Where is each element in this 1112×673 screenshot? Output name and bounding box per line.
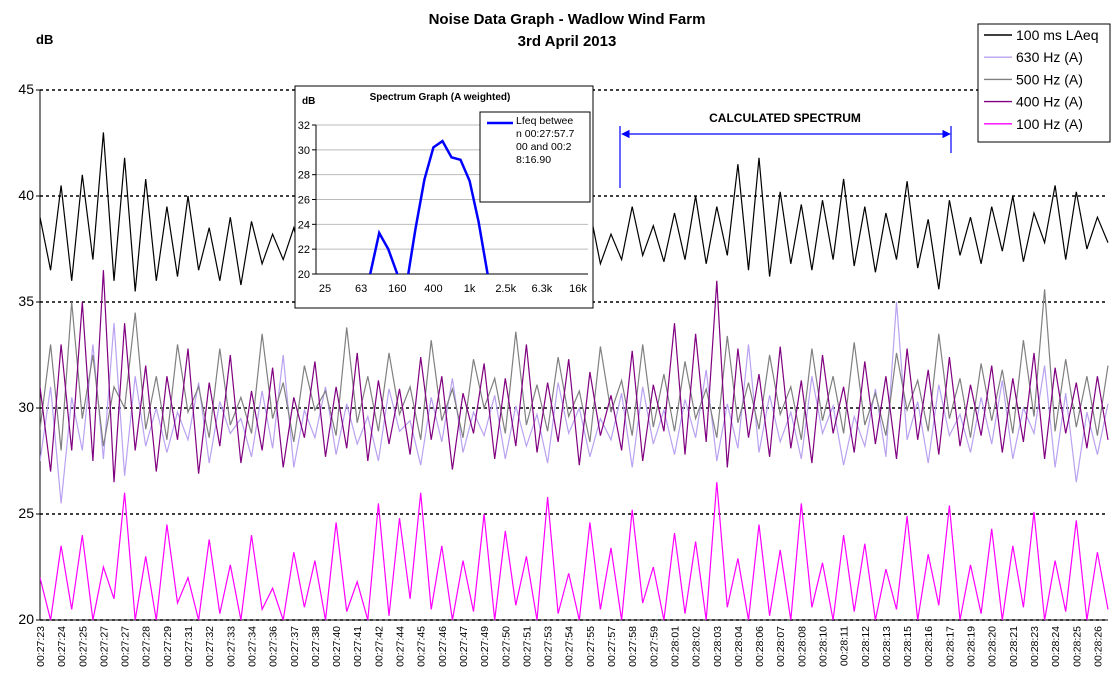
x-tick-label: 160 [388,283,406,295]
x-tick-label: 00:28:11 [839,626,851,666]
y-tick-label: 24 [298,219,310,231]
x-tick-label: 1k [464,283,476,295]
x-tick-label: 00:27:34 [246,626,258,667]
inset-legend-frame [479,111,591,203]
x-tick-label: 00:27:41 [352,626,364,667]
legend-label: 500 Hz (A) [1016,71,1083,87]
x-tick-label: 00:27:47 [458,626,470,667]
x-tick-label: 00:28:10 [817,626,829,667]
series-line [368,139,489,274]
x-tick-label: 00:27:23 [35,626,47,667]
x-tick-label: 00:28:07 [775,626,787,667]
legend-label: 400 Hz (A) [1016,94,1083,110]
x-tick-label: 00:28:01 [669,626,681,667]
series-line [40,482,1109,620]
x-tick-label: 00:28:17 [944,626,956,667]
y-tick-label: 20 [298,269,310,281]
y-tick-label: 20 [18,611,34,627]
x-tick-label: 00:28:15 [902,626,914,667]
y-tick-label: 22 [298,244,310,256]
x-tick-label: 00:28:02 [691,626,703,667]
legend-label: 630 Hz (A) [1016,49,1083,65]
x-tick-label: 00:28:21 [1008,626,1020,667]
x-tick-label: 00:27:32 [204,626,216,667]
x-tick-label: 00:27:49 [479,626,491,667]
legend-label: 100 ms LAeq [1016,27,1099,43]
x-tick-label: 00:27:58 [627,626,639,667]
x-tick-label: 00:28:12 [860,626,872,667]
x-tick-label: 00:27:51 [521,626,533,667]
x-tick-label: 00:27:53 [543,626,555,667]
annotation-text: CALCULATED SPECTRUM [709,111,861,125]
legend: 100 ms LAeq 630 Hz (A) 500 Hz (A) 400 Hz (A… [977,23,1111,143]
x-tick-label: 00:28:25 [1071,626,1083,667]
x-tick-label: 00:27:42 [373,626,385,667]
x-tick-label: 25 [319,283,331,295]
inset-chart: Spectrum Graph (A weighted) dB 20 22 24 26 2… [294,85,594,309]
x-tick-label: 00:27:31 [183,626,195,667]
x-tick-label: 00:27:24 [56,626,68,667]
x-tick-label: 00:28:08 [796,626,808,667]
x-tick-label: 00:27:57 [606,626,618,667]
annotation: CALCULATED SPECTRUM [619,111,952,188]
y-tick-label: 25 [18,505,34,521]
y-tick-label: 32 [298,120,310,132]
x-tick-label: 00:27:46 [437,626,449,667]
x-tick-label: 00:27:50 [500,626,512,667]
y-tick-label: 30 [298,145,310,157]
y-tick-label: 45 [18,81,34,97]
x-tick-label: 16k [569,283,587,295]
x-tick-label: 00:27:28 [141,626,153,667]
series-line [40,270,1109,483]
x-tick-label: 00:28:03 [712,626,724,667]
y-tick-label: 40 [18,187,34,203]
inset-title: Spectrum Graph (A weighted) [370,92,511,103]
x-tick-label: 00:27:33 [225,626,237,667]
y-tick-label: 35 [18,293,34,309]
x-tick-label: 00:27:29 [162,626,174,667]
inset-legend-text: Lfeq between 00:27:57.700 and 00:28:16.9… [516,115,575,166]
y-tick-label: 26 [298,195,310,207]
legend-label: 100 Hz (A) [1016,116,1083,132]
x-tick-label: 400 [424,283,442,295]
x-tick-label: 00:27:37 [289,626,301,667]
y-axis-label: dB [36,32,53,47]
x-tick-label: 00:27:59 [648,626,660,667]
x-tick-label: 00:27:25 [77,626,89,667]
x-tick-label: 00:27:44 [395,626,407,667]
chart-subtitle: 3rd April 2013 [518,33,617,50]
y-tick-label: 30 [18,399,34,415]
x-tick-label: 00:28:13 [881,626,893,667]
x-tick-label: 00:28:19 [966,626,978,667]
x-tick-label: 00:27:27 [98,626,110,667]
x-tick-label: 00:28:26 [1092,626,1104,667]
x-tick-label: 2.5k [495,283,516,295]
x-tick-label: 63 [355,283,367,295]
x-tick-label: 00:27:40 [331,626,343,667]
x-tick-label: 00:28:24 [1050,626,1062,667]
x-tick-label: 00:28:23 [1029,626,1041,667]
x-tick-label: 00:27:45 [416,626,428,667]
x-tick-label: 00:27:54 [564,626,576,667]
x-tick-label: 00:28:06 [754,626,766,667]
x-tick-label: 00:27:27 [120,626,132,667]
x-tick-label: 00:28:16 [923,626,935,667]
x-tick-label: 00:27:36 [268,626,280,667]
chart-title: Noise Data Graph - Wadlow Wind Farm [429,11,706,28]
x-tick-label: 00:27:55 [585,626,597,667]
legend-frame [977,23,1111,143]
y-tick-label: 28 [298,170,310,182]
inset-y-label: dB [302,96,315,107]
x-tick-label: 00:28:04 [733,626,745,667]
x-tick-label: 00:27:38 [310,626,322,667]
series-line [40,289,1109,451]
x-tick-label: 00:28:20 [987,626,999,667]
series-line [40,301,1109,504]
x-tick-label: 6.3k [531,283,552,295]
